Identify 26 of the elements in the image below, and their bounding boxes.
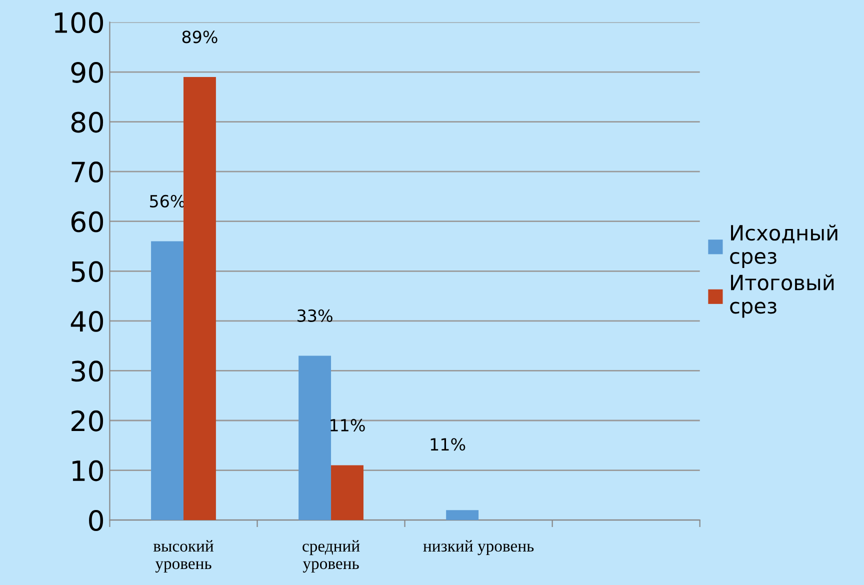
y-tick-label: 90 — [71, 62, 104, 83]
data-label: 56% — [150, 194, 185, 208]
y-tick-label: 10 — [72, 460, 104, 482]
y-tick-label: 60 — [71, 211, 104, 232]
data-label: 33% — [298, 309, 332, 322]
legend-label: Итоговый срез — [730, 274, 834, 318]
legend-label: Исходный срез — [730, 224, 838, 268]
bar — [331, 465, 364, 520]
y-tick-label: 20 — [72, 410, 104, 432]
y-tick-label: 100 — [54, 12, 104, 34]
y-tick-label: 0 — [89, 510, 104, 532]
y-tick-label: 30 — [72, 360, 104, 382]
y-tick-label: 80 — [71, 112, 104, 133]
x-tick-label: средний уровень — [302, 540, 360, 573]
x-tick-label: низкий уровень — [423, 540, 534, 556]
data-label: 89% — [182, 30, 218, 44]
y-tick-label: 40 — [70, 310, 104, 332]
bar — [151, 241, 184, 520]
bar — [298, 356, 332, 520]
y-tick-label: 50 — [72, 261, 104, 282]
bar — [446, 510, 479, 520]
y-tick-label: 70 — [72, 162, 104, 183]
x-tick-label: высокий уровень — [153, 540, 214, 573]
data-label: 11% — [330, 418, 365, 432]
bar — [183, 76, 216, 520]
annotation: 11% — [430, 438, 466, 451]
